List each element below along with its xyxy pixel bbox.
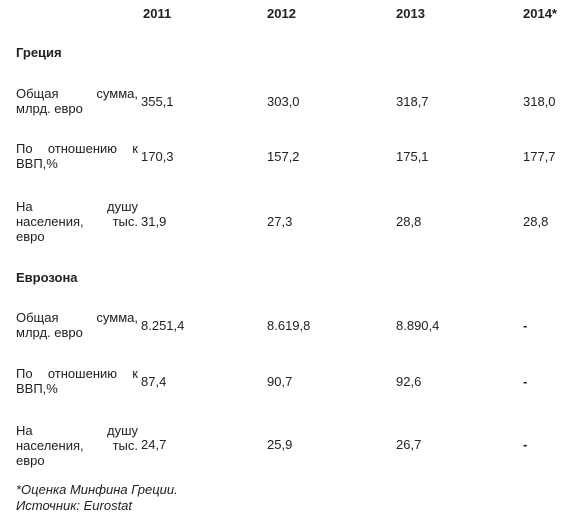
footnote-estimate: *Оценка Минфина Греции. xyxy=(16,482,178,497)
table-cell: 175,1 xyxy=(396,149,429,164)
table-cell: 31,9 xyxy=(141,214,167,229)
table-cell: 318,0 xyxy=(523,94,556,109)
table-cell: 24,7 xyxy=(141,437,167,452)
header-2014: 2014* xyxy=(523,6,557,21)
table-cell: 27,3 xyxy=(267,214,293,229)
table-cell: 303,0 xyxy=(267,94,300,109)
section-title-eurozone: Еврозона xyxy=(16,270,78,285)
table-cell: 25,9 xyxy=(267,437,293,452)
table-cell: - xyxy=(523,437,528,452)
row-label: По отношению к ВВП,% xyxy=(16,141,138,171)
table-cell: 92,6 xyxy=(396,374,422,389)
table-cell: 87,4 xyxy=(141,374,167,389)
row-label: Общая сумма, млрд. евро xyxy=(16,86,138,116)
table-cell: 177,7 xyxy=(523,149,556,164)
table-cell: 90,7 xyxy=(267,374,293,389)
row-label: По отношению к ВВП,% xyxy=(16,366,138,396)
row-label: На душу населения, тыс. евро xyxy=(16,423,138,468)
table-cell: 170,3 xyxy=(141,149,174,164)
row-label: На душу населения, тыс. евро xyxy=(16,199,138,244)
table-cell: 318,7 xyxy=(396,94,429,109)
table-cell: 8.251,4 xyxy=(141,318,185,333)
table-cell: - xyxy=(523,318,528,333)
table-cell: 355,1 xyxy=(141,94,174,109)
header-2013: 2013 xyxy=(396,6,425,21)
table-cell: - xyxy=(523,374,528,389)
row-label: Общая сумма, млрд. евро xyxy=(16,310,138,340)
table-cell: 157,2 xyxy=(267,149,300,164)
header-2012: 2012 xyxy=(267,6,296,21)
footnote-source: Источник: Eurostat xyxy=(16,498,133,513)
table-cell: 8.619,8 xyxy=(267,318,311,333)
table-cell: 8.890,4 xyxy=(396,318,440,333)
table-cell: 26,7 xyxy=(396,437,422,452)
header-2011: 2011 xyxy=(143,6,172,21)
section-title-greece: Греция xyxy=(16,45,62,60)
table-cell: 28,8 xyxy=(523,214,549,229)
table-cell: 28,8 xyxy=(396,214,422,229)
